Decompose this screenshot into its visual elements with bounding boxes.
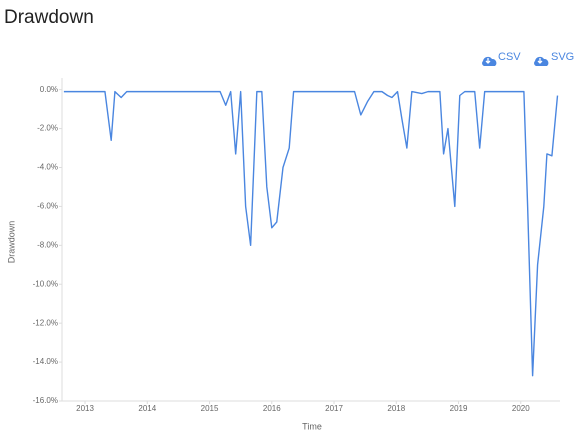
x-tick-label: 2014 [138, 404, 156, 413]
y-tick-label: -14.0% [33, 357, 58, 366]
y-tick-label: -12.0% [33, 318, 58, 327]
y-tick-label: 0.0% [40, 85, 58, 94]
csv-button[interactable]: CSV [482, 51, 521, 66]
x-axis-label: Time [302, 421, 322, 431]
line-series [63, 90, 559, 377]
svg-button[interactable]: SVG [534, 51, 574, 66]
x-tick-label: 2017 [325, 404, 343, 413]
y-tick-label: -10.0% [33, 279, 58, 288]
x-tick-label: 2018 [387, 404, 405, 413]
x-tick-label: 2019 [450, 404, 468, 413]
y-tick-label: -16.0% [33, 396, 58, 405]
x-tick-label: 2013 [76, 404, 94, 413]
x-tick-label: 2020 [512, 404, 530, 413]
y-tick-label: -8.0% [37, 240, 58, 249]
y-tick-label: -6.0% [37, 202, 58, 211]
chart-title: Drawdown [4, 7, 94, 28]
x-tick-label: 2016 [263, 404, 281, 413]
y-axis-label: Drawdown [6, 221, 16, 264]
y-tick-label: -2.0% [37, 124, 58, 133]
svg-label[interactable]: SVG [551, 51, 574, 63]
y-tick-label: -4.0% [37, 163, 58, 172]
csv-label[interactable]: CSV [498, 51, 521, 63]
x-tick-label: 2015 [201, 404, 219, 413]
